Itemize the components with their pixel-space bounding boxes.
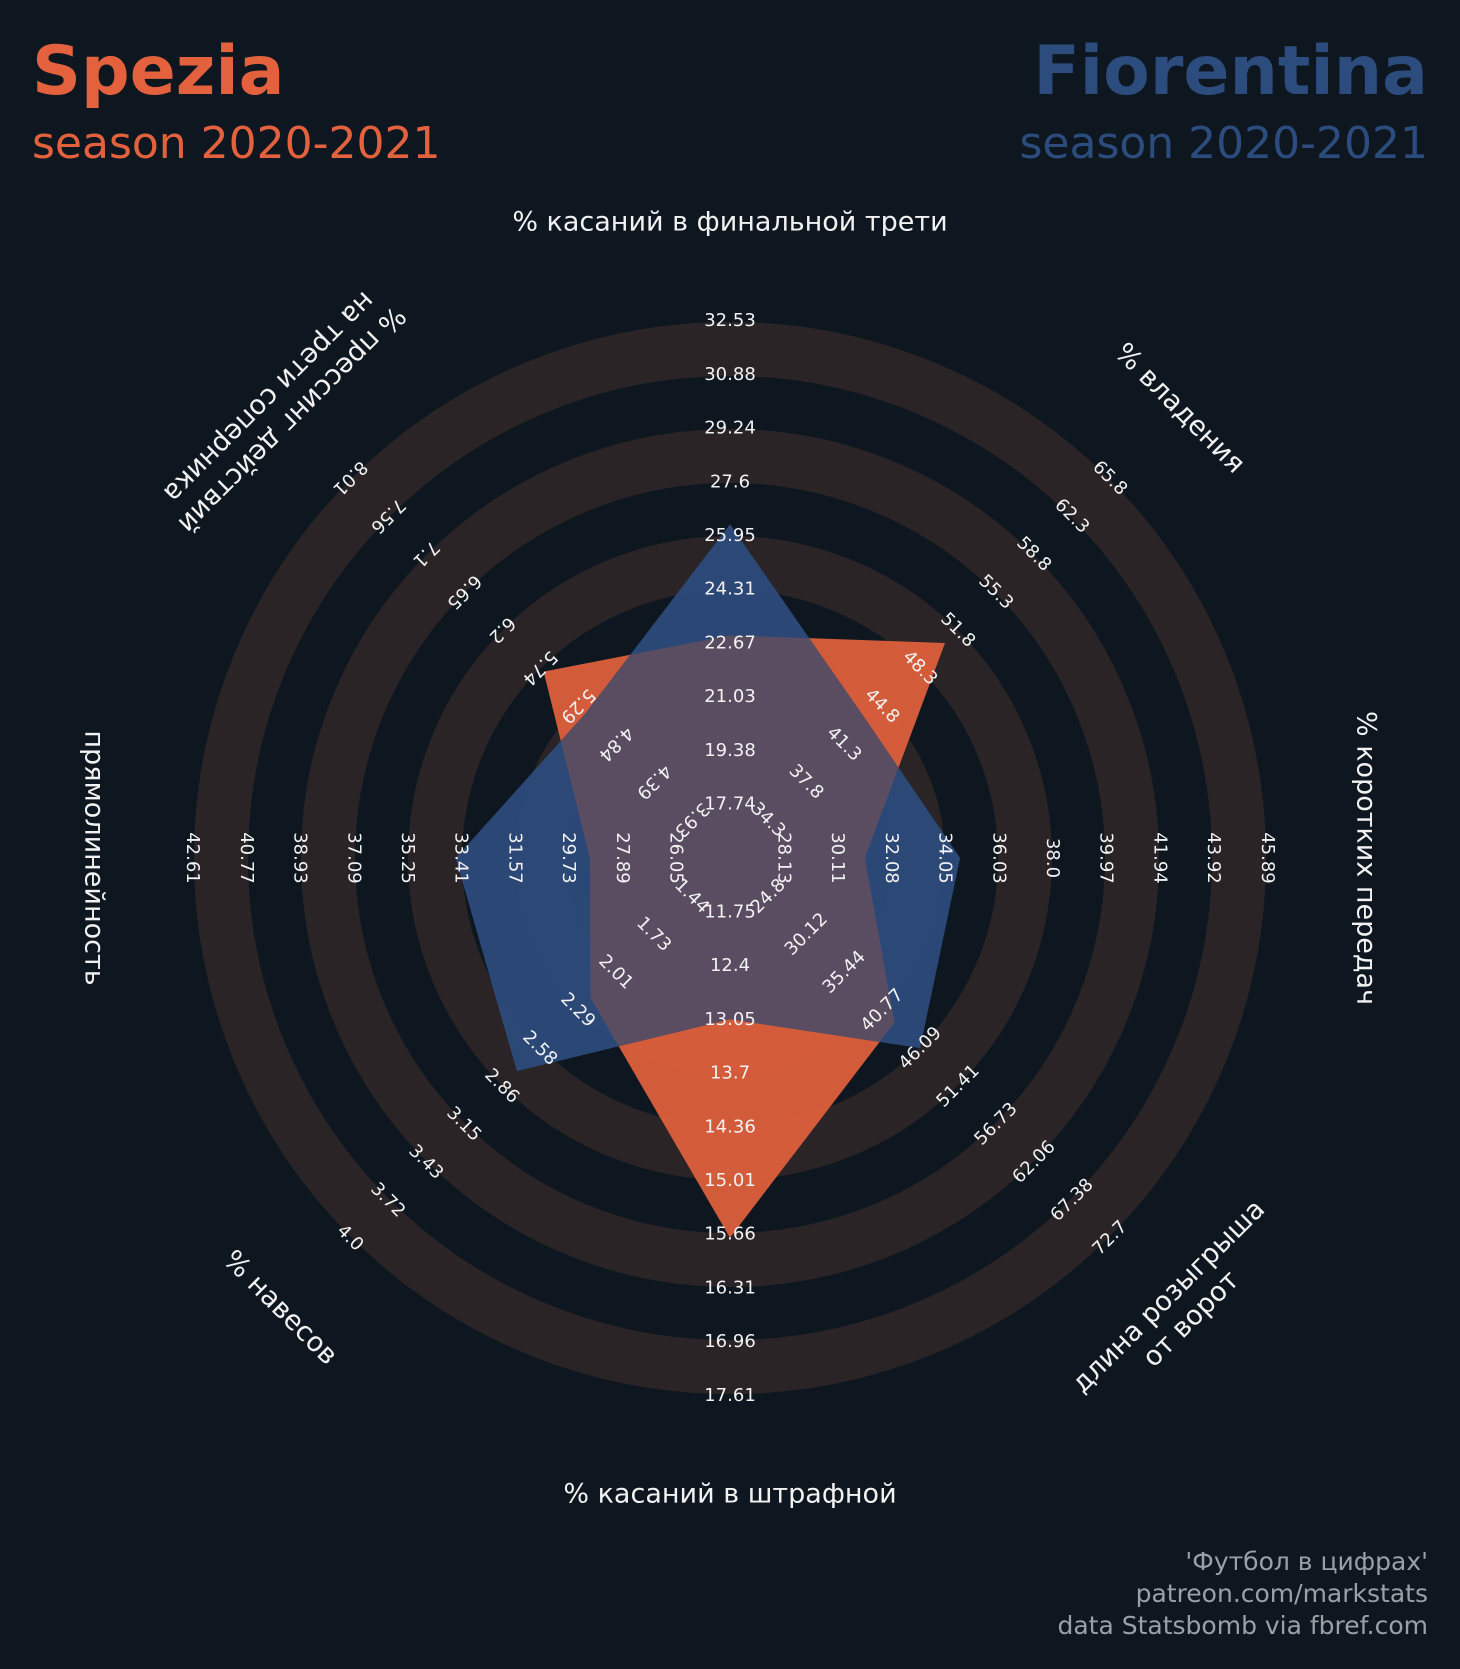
tick-label-axis2-9: 45.89 <box>1257 832 1278 884</box>
param-label-6-line-0: прямолинейность <box>79 730 110 985</box>
tick-label-axis2-8: 43.92 <box>1203 832 1224 884</box>
tick-label-axis6-5: 35.25 <box>397 832 418 884</box>
tick-label-axis6-3: 31.57 <box>504 832 525 884</box>
credit-line-source: data Statsbomb via fbref.com <box>1057 1611 1428 1640</box>
tick-label-axis0-9: 32.53 <box>704 310 756 331</box>
fiorentina-season-subtitle: season 2020-2021 <box>1019 118 1428 169</box>
ring-band-3 <box>194 322 1266 1394</box>
tick-label-axis2-0: 28.13 <box>774 832 795 884</box>
tick-label-axis6-1: 27.89 <box>612 832 633 884</box>
tick-label-axis2-6: 39.97 <box>1096 832 1117 884</box>
credit-line-brand: 'Футбол в цифрах' <box>1185 1547 1428 1576</box>
fiorentina-team-title: Fiorentina <box>1033 32 1428 111</box>
tick-label-axis6-2: 29.73 <box>558 832 579 884</box>
tick-label-axis4-7: 16.31 <box>704 1277 756 1298</box>
tick-label-axis2-7: 41.94 <box>1149 832 1170 884</box>
tick-label-axis0-2: 21.03 <box>704 686 756 707</box>
tick-label-axis4-5: 15.01 <box>704 1170 756 1191</box>
tick-label-axis6-4: 33.41 <box>451 832 472 884</box>
tick-label-axis6-6: 37.09 <box>343 832 364 884</box>
tick-label-axis4-1: 12.4 <box>710 955 750 976</box>
credit-line-patreon: patreon.com/markstats <box>1135 1579 1428 1608</box>
param-label-1: % владения <box>1108 337 1251 480</box>
param-label-2: % коротких передач <box>1351 711 1382 1005</box>
radar-polygons <box>455 524 961 1238</box>
tick-label-axis2-3: 34.05 <box>935 832 956 884</box>
tick-label-axis4-9: 17.61 <box>704 1385 756 1406</box>
tick-label-axis0-3: 22.67 <box>704 632 756 653</box>
tick-label-axis6-8: 40.77 <box>236 832 257 884</box>
tick-label-axis4-6: 15.66 <box>704 1224 756 1245</box>
param-label-0-line-0: % касаний в финальной трети <box>512 207 947 238</box>
param-label-5-line-0: % навесов <box>217 1244 344 1371</box>
ring-band-2 <box>301 429 1159 1287</box>
param-label-5: % навесов <box>217 1244 344 1371</box>
tick-label-axis4-3: 13.7 <box>710 1063 750 1084</box>
tick-label-axis0-4: 24.31 <box>704 579 756 600</box>
credits: 'Футбол в цифрах' patreon.com/markstats … <box>1057 1546 1428 1642</box>
tick-label-axis6-7: 38.93 <box>290 832 311 884</box>
tick-label-axis0-8: 30.88 <box>704 364 756 385</box>
param-label-6: прямолинейность <box>79 730 110 985</box>
radar-tick-labels: 17.74 19.38 21.03 22.67 24.31 25.95 27.6 29.24 3… <box>182 310 1278 1406</box>
param-label-2-line-0: % коротких передач <box>1351 711 1382 1005</box>
spezia-team-title: Spezia <box>32 32 285 111</box>
tick-label-axis4-4: 14.36 <box>704 1116 756 1137</box>
tick-label-axis0-7: 29.24 <box>704 418 756 439</box>
overlap-polygon <box>543 635 945 1072</box>
tick-label-axis6-0: 26.05 <box>666 832 687 884</box>
tick-label-axis2-4: 36.03 <box>988 832 1009 884</box>
param-label-1-line-0: % владения <box>1108 337 1251 480</box>
param-label-4-line-0: % касаний в штрафной <box>563 1479 896 1510</box>
spezia-season-subtitle: season 2020-2021 <box>32 118 441 169</box>
tick-label-axis2-2: 32.08 <box>881 832 902 884</box>
tick-label-axis4-0: 11.75 <box>704 902 756 923</box>
tick-label-axis0-1: 19.38 <box>704 740 756 761</box>
tick-label-axis4-8: 16.96 <box>704 1331 756 1352</box>
tick-label-axis4-2: 13.05 <box>704 1009 756 1030</box>
param-label-0: % касаний в финальной трети <box>512 207 947 238</box>
tick-label-axis2-1: 30.11 <box>827 832 848 884</box>
tick-label-axis0-6: 27.6 <box>710 471 750 492</box>
tick-label-axis6-9: 42.61 <box>182 832 203 884</box>
param-label-4: % касаний в штрафной <box>563 1479 896 1510</box>
tick-label-axis0-0: 17.74 <box>704 794 756 815</box>
tick-label-axis0-5: 25.95 <box>704 525 756 546</box>
tick-label-axis2-5: 38.0 <box>1042 838 1063 878</box>
